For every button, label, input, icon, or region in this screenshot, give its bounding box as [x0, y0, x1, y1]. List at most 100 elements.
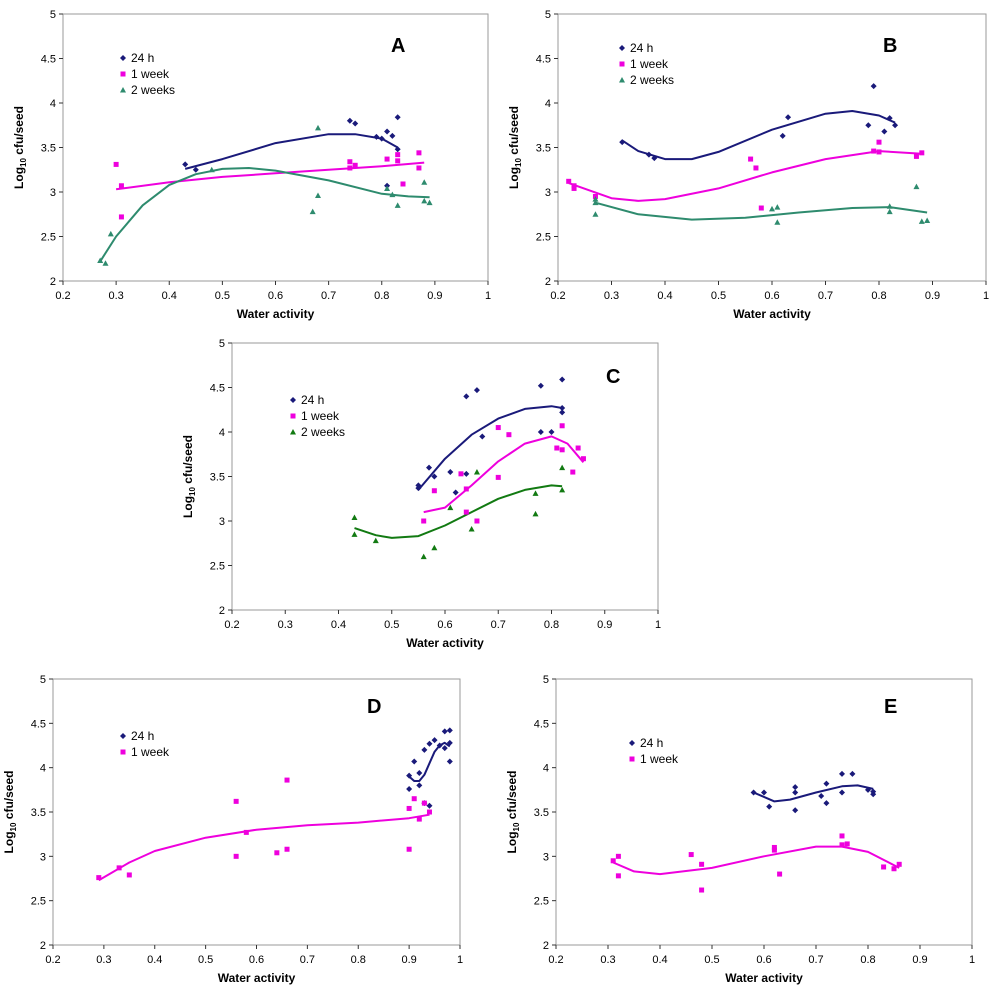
data-point: [420, 553, 427, 560]
data-point: [537, 429, 544, 435]
data-point: [792, 807, 799, 814]
data-point: [913, 183, 920, 190]
data-point: [116, 865, 122, 871]
data-point: [118, 214, 124, 220]
data-point: [347, 159, 353, 165]
data-point: [447, 504, 454, 511]
data-point: [96, 875, 102, 881]
data-point: [532, 510, 539, 517]
data-point: [699, 887, 705, 893]
data-point: [416, 782, 423, 789]
trend-line: [423, 435, 585, 514]
panel-letter: B: [883, 35, 897, 57]
data-point: [284, 777, 290, 783]
x-axis-label: Water activity: [406, 636, 484, 650]
y-tick-label: 2.5: [210, 561, 225, 573]
y-axis-label-unit: cfu/seed: [507, 106, 521, 158]
data-point: [566, 178, 572, 184]
data-point: [426, 802, 433, 809]
y-tick-label: 3: [50, 187, 56, 199]
y-tick-label: 5: [543, 674, 549, 686]
y-tick-label: 2: [543, 940, 549, 952]
data-point: [421, 800, 427, 806]
data-point: [182, 161, 189, 168]
y-tick-label: 3.5: [536, 143, 551, 155]
data-point: [571, 183, 577, 189]
x-tick-label: 0.8: [871, 290, 886, 302]
data-point: [406, 772, 413, 779]
y-tick-label: 2.5: [534, 896, 549, 908]
plot-area: [231, 342, 659, 611]
legend-marker: [120, 71, 126, 77]
data-point: [416, 150, 422, 156]
x-tick-label: 0.3: [96, 954, 111, 966]
x-tick-label: 0.6: [437, 619, 452, 631]
data-point: [447, 469, 454, 476]
x-tick-label: 0.4: [652, 954, 667, 966]
data-point: [918, 218, 925, 224]
data-point: [415, 485, 422, 492]
data-point: [881, 864, 887, 870]
data-point: [373, 133, 380, 140]
y-tick-label: 4: [219, 427, 225, 439]
data-point: [126, 872, 132, 878]
data-point: [615, 853, 621, 859]
x-tick-label: 0.2: [45, 954, 60, 966]
x-tick-label: 0.6: [268, 290, 283, 302]
y-tick-label: 4.5: [41, 54, 56, 66]
data-point: [559, 409, 566, 416]
panel-letter: D: [367, 696, 381, 718]
data-point: [839, 842, 845, 848]
y-tick-label: 4.5: [210, 383, 225, 395]
x-tick-label: 0.3: [108, 290, 123, 302]
trend-line: [595, 201, 928, 221]
x-axis-label: Water activity: [733, 307, 811, 321]
x-tick-label: 0.9: [401, 954, 416, 966]
data-point: [351, 514, 358, 520]
data-point: [919, 150, 925, 156]
trend-line: [98, 813, 430, 882]
data-point: [446, 739, 453, 746]
data-point: [436, 742, 443, 749]
y-tick-label: 4: [545, 98, 551, 110]
data-point: [411, 758, 418, 765]
y-tick-label: 2: [219, 605, 225, 617]
data-point: [463, 470, 470, 477]
data-point: [406, 805, 412, 811]
data-point: [463, 393, 470, 400]
plot-area: [555, 678, 973, 946]
data-point: [818, 793, 825, 800]
data-point: [645, 151, 652, 158]
data-point: [891, 866, 897, 872]
legend-label: 1 week: [131, 745, 170, 759]
data-point: [559, 423, 565, 429]
legend-marker: [290, 429, 296, 435]
x-tick-label: 0.4: [147, 954, 162, 966]
legend: 24 h 1 week 2 weeks: [619, 41, 674, 87]
y-axis-label: Log10 cfu/seed: [12, 106, 28, 189]
trend-line: [612, 845, 900, 876]
data-point: [192, 166, 199, 173]
y-axis-label: Log10 cfu/seed: [507, 106, 523, 189]
y-axis-label-main: Log: [505, 831, 519, 853]
y-tick-label: 5: [40, 674, 46, 686]
data-point: [554, 445, 560, 451]
data-point: [400, 181, 406, 187]
trend-line: [115, 161, 425, 191]
legend-marker: [629, 740, 635, 746]
x-tick-label: 0.6: [249, 954, 264, 966]
data-point: [559, 404, 566, 411]
x-tick-label: 0.4: [162, 290, 177, 302]
data-point: [580, 456, 586, 462]
data-point: [876, 139, 882, 145]
x-tick-label: 0.7: [300, 954, 315, 966]
data-point: [426, 740, 433, 747]
y-axis-label-subscript: 10: [512, 822, 521, 831]
legend-marker: [290, 397, 296, 403]
data-point: [774, 204, 781, 210]
x-axis-label: Water activity: [237, 307, 315, 321]
legend-label: 1 week: [630, 57, 669, 71]
data-point: [532, 490, 539, 496]
y-tick-label: 3.5: [31, 807, 46, 819]
